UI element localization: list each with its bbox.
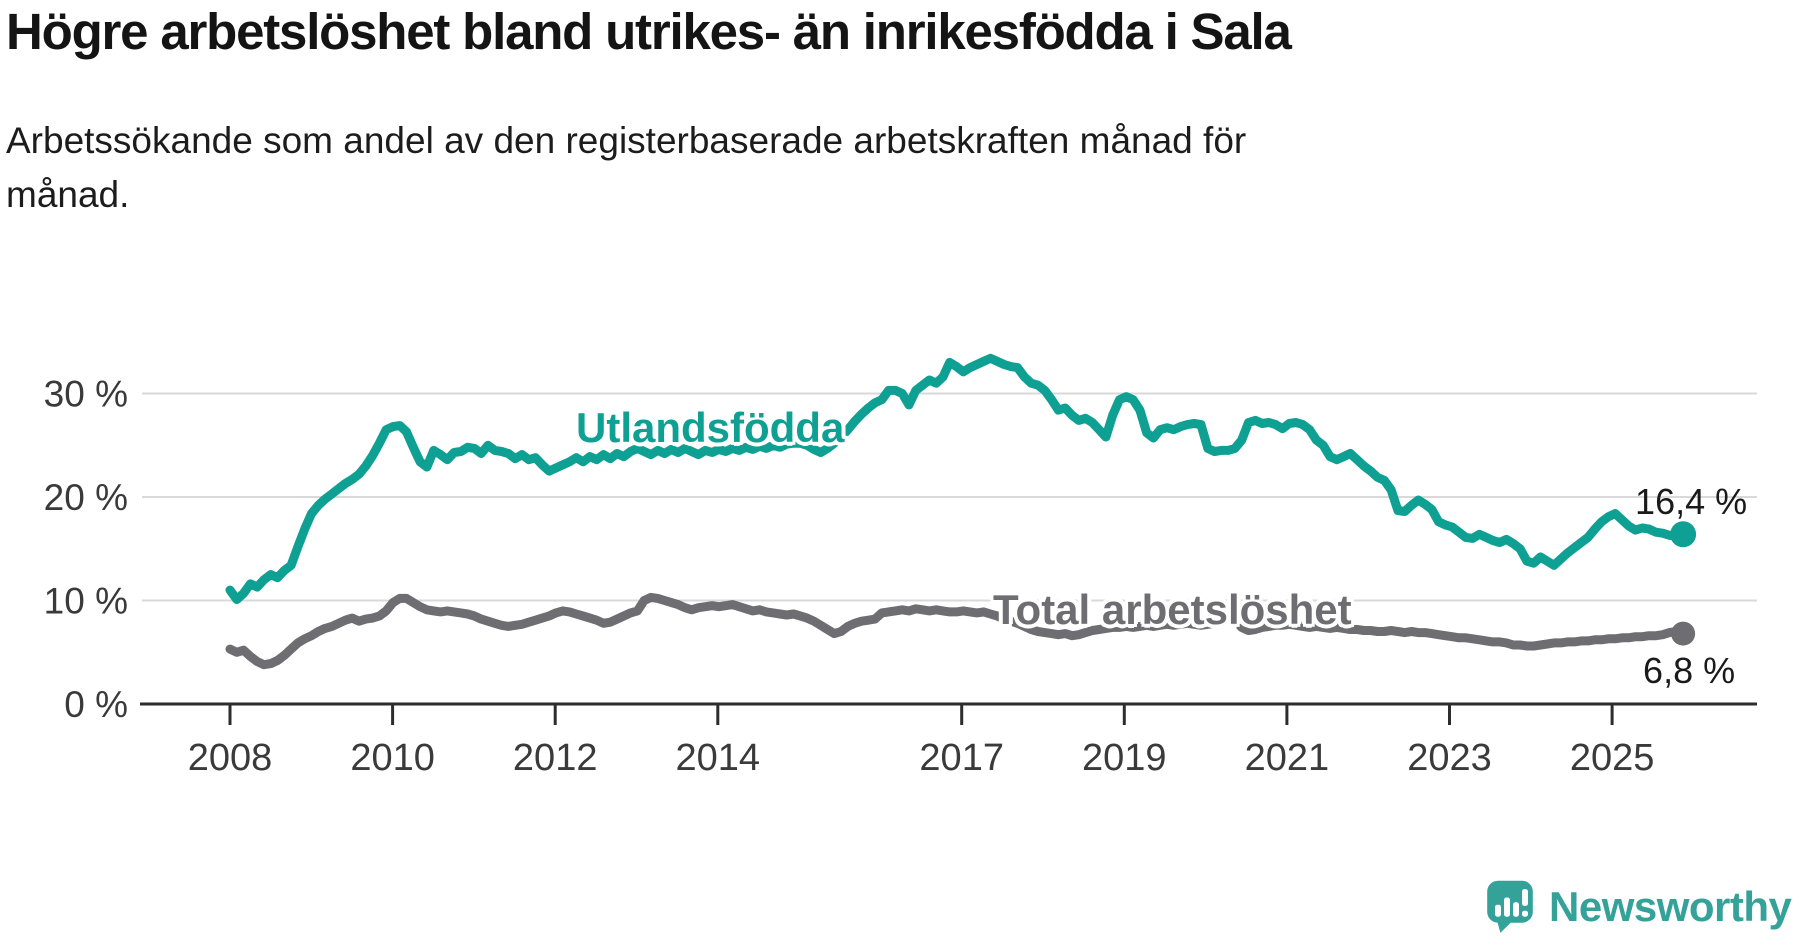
y-axis-label: 30 % bbox=[44, 374, 128, 415]
end-value-label-total-arbetsloshet: 6,8 % bbox=[1643, 649, 1736, 691]
series-line-total-arbetsloshet bbox=[225, 592, 1688, 670]
x-axis-label-2023: 2023 bbox=[1407, 737, 1492, 779]
newsworthy-wordmark: Newsworthy bbox=[1549, 883, 1792, 930]
y-axis-label: 0 % bbox=[64, 684, 128, 725]
x-axis-label-2025: 2025 bbox=[1570, 737, 1655, 779]
y-axis-label: 20 % bbox=[44, 477, 128, 518]
end-dot-utlandsfodda bbox=[1670, 521, 1697, 548]
newsworthy-logo-icon bbox=[1487, 880, 1533, 933]
series-line-utlandsfodda bbox=[225, 353, 1688, 604]
x-axis-label-2012: 2012 bbox=[513, 737, 598, 779]
end-value-label-utlandsfodda: 16,4 % bbox=[1635, 481, 1748, 523]
x-axis-label-2010: 2010 bbox=[350, 737, 435, 779]
series-label-total-arbetsloshet: Total arbetslöshet bbox=[993, 586, 1352, 633]
x-axis-label-2014: 2014 bbox=[676, 737, 761, 779]
chart-subtitle: Arbetssökande som andel av den registerb… bbox=[6, 120, 1247, 215]
series-label-utlandsfodda: Utlandsfödda bbox=[576, 404, 845, 451]
end-dot-total-arbetsloshet bbox=[1671, 621, 1696, 646]
x-axis-label-2021: 2021 bbox=[1245, 737, 1330, 779]
chart-title: Högre arbetslöshet bland utrikes- än inr… bbox=[6, 3, 1292, 60]
x-axis-label-2019: 2019 bbox=[1082, 737, 1167, 779]
x-axis-label-2008: 2008 bbox=[188, 737, 273, 779]
y-axis-label: 10 % bbox=[44, 581, 128, 622]
x-axis-label-2017: 2017 bbox=[919, 737, 1004, 779]
newsworthy-logo: Newsworthy bbox=[1486, 880, 1792, 933]
